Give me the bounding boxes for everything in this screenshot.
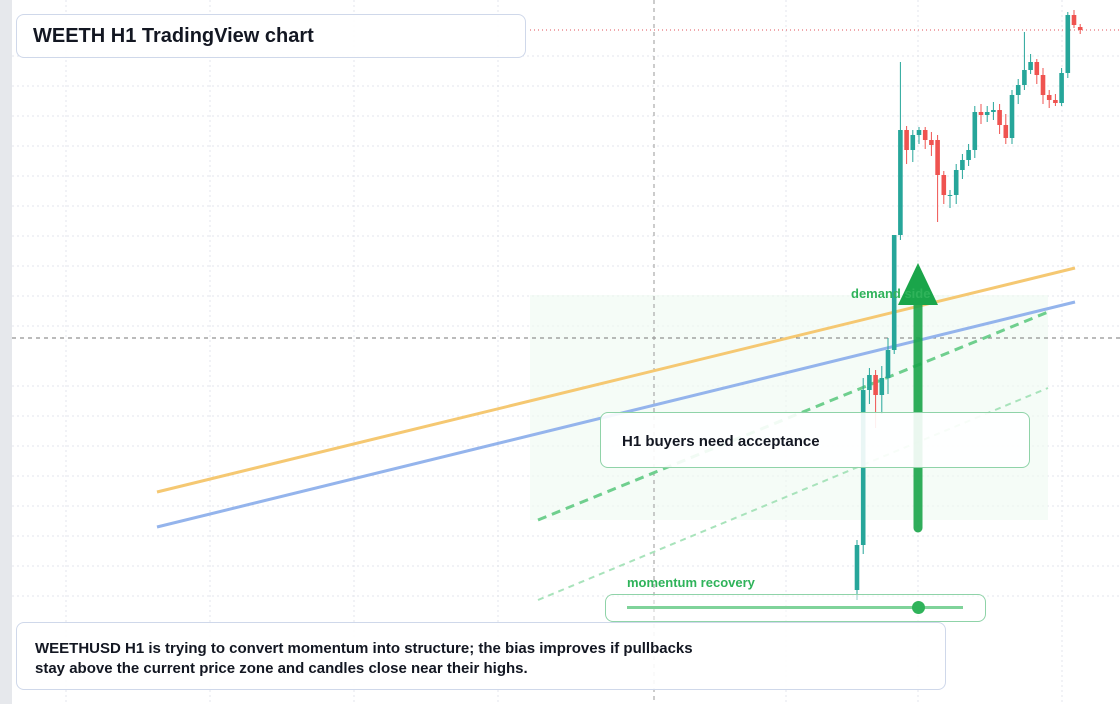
slider-knob[interactable] (912, 601, 925, 614)
candle-body (929, 140, 934, 145)
candle-body (1053, 100, 1058, 103)
arrow-head (898, 263, 938, 305)
candle-body (1071, 15, 1077, 25)
candle-body (1040, 75, 1046, 95)
candle-body (935, 140, 940, 175)
candle-body (1077, 27, 1083, 30)
candle-body (1009, 95, 1015, 138)
candle-body (1059, 73, 1064, 103)
candle-body (997, 110, 1002, 125)
demand-zone (530, 295, 1048, 520)
slider-track (627, 606, 963, 609)
callout: H1 buyers need acceptance (600, 412, 1030, 468)
candle-body (953, 170, 959, 195)
note: WEETHUSD H1 is trying to convert momentu… (16, 622, 946, 690)
candle-body (879, 378, 885, 395)
candle-body (984, 112, 990, 115)
candle-body (941, 175, 947, 195)
candle-body (1028, 62, 1033, 70)
candle-body (891, 235, 897, 350)
candle-body (1015, 85, 1021, 95)
candle-body (960, 160, 965, 170)
chart-title: WEETH H1 TradingView chart (16, 14, 526, 58)
candle-body (1003, 125, 1009, 138)
note-text: WEETHUSD H1 is trying to convert momentu… (35, 640, 693, 677)
momentum-slider[interactable] (605, 594, 986, 622)
demand-label: demand side (851, 286, 931, 301)
candle-body (1065, 15, 1071, 73)
candle-body (904, 130, 909, 150)
candles (854, 10, 1083, 600)
candle-body (1022, 70, 1027, 85)
momentum-label: momentum recovery (627, 575, 755, 590)
candle-body (885, 350, 891, 378)
candle-body (873, 375, 878, 395)
candle-body (978, 112, 984, 115)
candle-body (922, 130, 928, 140)
candle-body (867, 375, 872, 390)
candle-body (991, 110, 996, 112)
candle-body (898, 130, 903, 235)
left-edge (0, 0, 12, 704)
candle-body (1034, 62, 1040, 75)
candle-body (916, 130, 922, 135)
candle-body (947, 195, 953, 196)
light-dashed-line (537, 387, 1049, 601)
candle-body (1046, 95, 1052, 100)
candle-body (910, 135, 916, 150)
candle-body (972, 112, 978, 150)
candle-body (966, 150, 971, 160)
candle-body (854, 545, 860, 590)
